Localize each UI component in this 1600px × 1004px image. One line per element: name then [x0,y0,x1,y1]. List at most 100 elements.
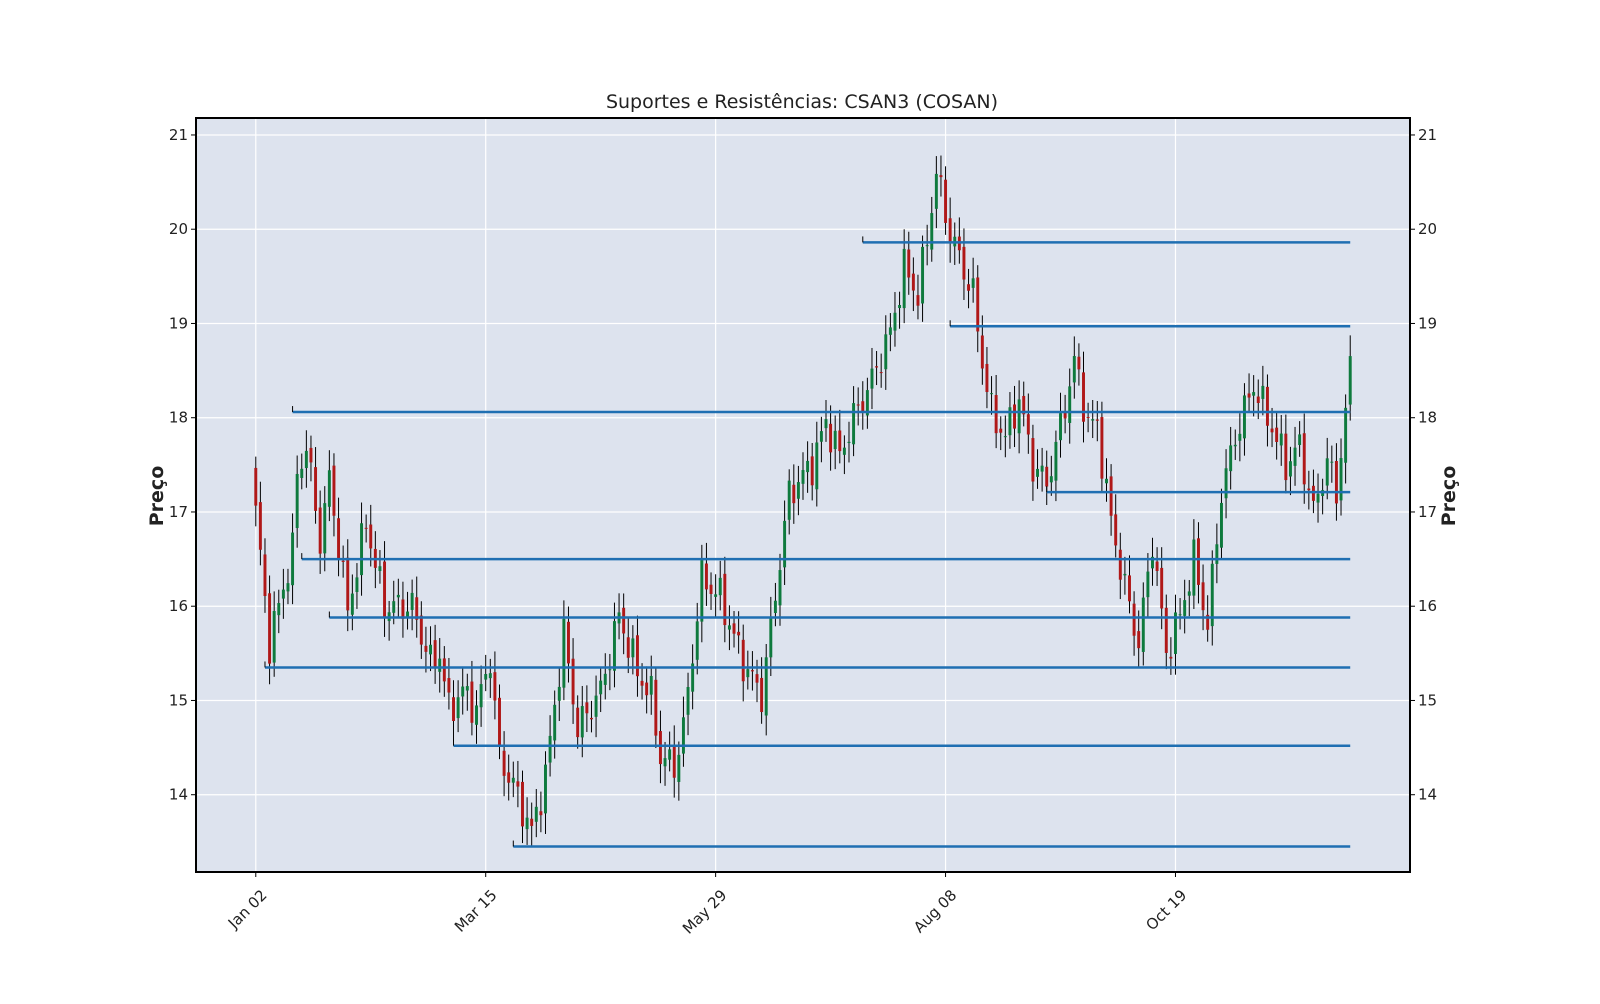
candle [990,376,994,415]
candle [1105,458,1108,502]
candle-body [640,680,644,686]
candle [1178,598,1182,630]
candle-body [815,442,819,490]
candle-body [1279,433,1283,446]
candle [622,593,626,655]
candle-body [921,246,925,304]
y-tick-label-left: 19 [169,314,188,332]
candle-body [1288,461,1292,477]
candle-body [875,366,879,368]
candle-body [750,670,754,672]
candle [603,653,607,700]
candle [916,274,920,320]
candle [254,456,258,527]
candle-body [681,717,685,754]
candle [1238,413,1242,462]
candle [925,224,929,266]
candle [700,544,704,643]
candle [1196,522,1200,604]
candle-body [911,273,915,291]
candle [410,579,414,631]
candle [1293,426,1297,486]
candle-body [746,669,750,678]
candle-body [971,278,975,288]
y-axis-label-left: Preço [146,466,168,527]
candle-body [268,593,272,664]
candle [1174,594,1177,675]
candle-body [1137,631,1141,649]
candle-body [1348,356,1352,405]
candle-body [856,404,860,406]
candle-body [718,577,722,596]
candle [746,650,750,690]
candle [272,591,276,677]
candle-body [254,467,258,506]
candle [985,346,989,409]
candle-body [465,686,469,691]
candle-body [263,554,267,597]
candle-body [1316,493,1320,503]
candle [971,257,975,303]
candle-body [1174,612,1177,654]
candle [824,400,828,442]
candle [511,761,515,798]
candle-body [534,806,538,822]
candle [1183,579,1187,634]
candle [663,741,667,786]
candle [300,453,304,490]
candle [396,578,400,618]
candle-body [415,597,419,620]
candle-body [332,465,336,516]
candle-body [1068,386,1072,423]
candle-body [1059,413,1062,441]
candle [1247,373,1251,413]
candle-body [1233,444,1237,447]
x-tick-label: Oct 19 [1142,886,1190,934]
candle [1242,383,1246,456]
candle [1072,336,1076,399]
candle-body [1091,419,1095,421]
candle-body [1077,356,1081,370]
candle-body [530,818,534,826]
candle [764,644,768,736]
candle-body [576,707,580,738]
candle-body [1036,468,1039,477]
candle [1334,443,1338,521]
candle-body [1045,466,1049,487]
candle-body [1206,614,1210,630]
candle [856,387,860,426]
x-tick-labels: Jan 02 Mar 15 May 29 Aug 08 Oct 19 [224,872,1190,938]
candle [438,638,442,693]
candle-body [1040,465,1044,472]
candle-body [1344,407,1348,463]
candle [286,568,290,605]
candle-body [1123,573,1127,576]
candle-body [1224,468,1228,499]
candle-body [1210,563,1214,627]
candle [539,791,543,833]
candle-body [635,635,639,677]
candle-body [944,179,948,223]
y-tick-label-left: 14 [169,786,188,804]
candle [1155,547,1159,586]
candle [787,469,791,535]
candle-body [341,560,345,562]
candle [557,667,561,722]
candle [1003,415,1007,458]
candle-body [1330,461,1334,463]
candle-body [452,697,455,721]
candle-body [819,431,823,442]
candle [1265,374,1269,447]
candle [1068,368,1072,444]
candle-body [709,584,713,594]
candle-body [507,772,511,783]
candle [681,696,685,767]
candle [479,665,483,727]
candle-body [778,570,782,606]
candle-body [470,681,474,723]
y-tick-label-right: 21 [1418,126,1437,144]
candle-body [277,603,281,616]
candle [1017,380,1021,454]
candle [1229,426,1233,490]
candle [1270,407,1274,448]
